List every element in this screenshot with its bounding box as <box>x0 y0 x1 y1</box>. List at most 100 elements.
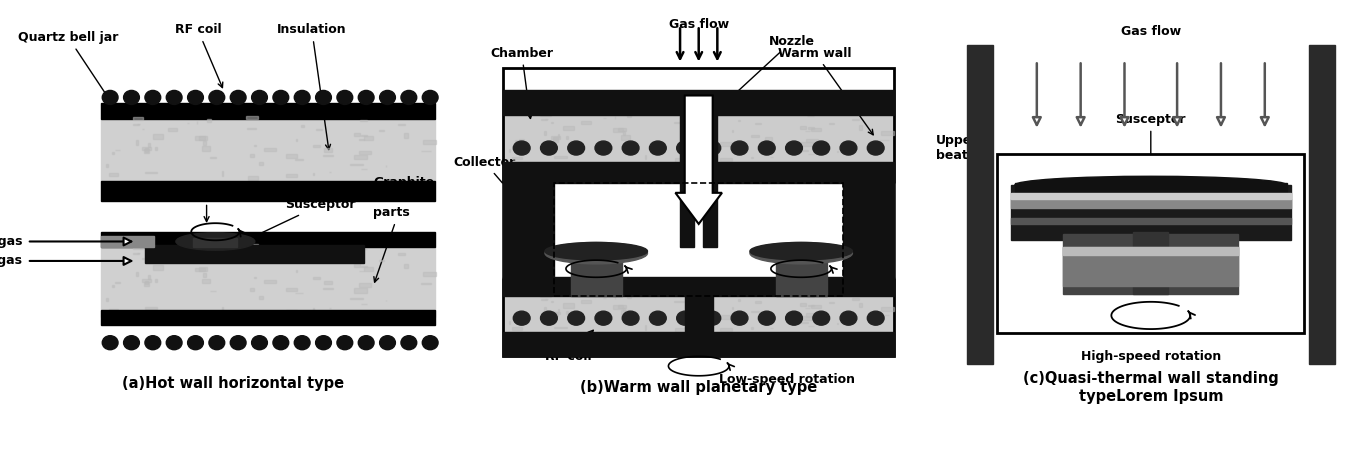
Bar <box>351 164 363 165</box>
Bar <box>136 140 138 145</box>
Circle shape <box>273 90 289 104</box>
Bar <box>101 247 434 317</box>
Bar <box>555 183 843 296</box>
Bar <box>630 145 637 146</box>
Circle shape <box>188 90 203 104</box>
Bar <box>515 315 518 317</box>
Circle shape <box>123 336 140 350</box>
Bar <box>203 273 206 277</box>
Text: Collector: Collector <box>453 156 529 213</box>
Bar <box>673 293 686 296</box>
Bar <box>142 279 151 282</box>
Bar <box>806 139 818 142</box>
Circle shape <box>337 336 352 350</box>
Bar <box>378 260 384 261</box>
Circle shape <box>567 141 585 155</box>
Circle shape <box>867 311 884 325</box>
Bar <box>201 146 211 151</box>
Circle shape <box>840 311 856 325</box>
Bar <box>852 299 859 300</box>
Circle shape <box>359 90 374 104</box>
Bar <box>1011 185 1291 240</box>
Bar <box>248 312 259 316</box>
Bar <box>566 136 569 139</box>
Bar <box>764 137 773 141</box>
Bar <box>153 265 163 269</box>
Bar <box>133 117 142 120</box>
Bar <box>255 145 256 146</box>
Bar <box>806 313 818 317</box>
Bar <box>110 309 118 311</box>
Circle shape <box>812 141 830 155</box>
Bar <box>551 122 553 123</box>
Bar <box>563 303 574 308</box>
Bar <box>353 289 367 293</box>
Bar <box>286 288 297 291</box>
Bar <box>800 304 806 306</box>
Bar <box>301 125 304 127</box>
Circle shape <box>123 90 140 104</box>
Circle shape <box>295 336 310 350</box>
Bar <box>512 157 522 159</box>
Bar <box>519 139 523 140</box>
Bar <box>764 312 773 316</box>
Bar <box>682 311 685 312</box>
Bar <box>540 293 551 297</box>
Bar <box>737 299 740 300</box>
Bar <box>807 296 814 297</box>
Bar <box>859 303 862 307</box>
Circle shape <box>230 336 247 350</box>
Bar <box>399 124 406 125</box>
Bar <box>1011 218 1291 224</box>
Text: (a)Hot wall horizontal type: (a)Hot wall horizontal type <box>122 376 344 391</box>
Text: Gas flow: Gas flow <box>1121 26 1181 38</box>
Bar <box>800 142 814 147</box>
Bar <box>503 162 895 183</box>
Circle shape <box>567 311 585 325</box>
Bar <box>675 158 686 163</box>
Circle shape <box>732 311 748 325</box>
Bar <box>203 141 206 145</box>
Bar <box>540 113 551 116</box>
Bar <box>645 325 647 330</box>
Bar <box>325 148 332 152</box>
Circle shape <box>379 90 396 104</box>
Bar <box>881 307 895 311</box>
Bar <box>811 128 821 131</box>
Bar <box>680 104 695 247</box>
Circle shape <box>514 141 530 155</box>
Bar <box>247 116 258 120</box>
Bar <box>222 307 223 311</box>
Circle shape <box>359 336 374 350</box>
Bar <box>316 129 322 130</box>
Bar <box>247 257 256 259</box>
Circle shape <box>785 311 803 325</box>
Bar <box>775 257 826 296</box>
Bar <box>259 162 263 164</box>
Bar <box>323 288 333 289</box>
Bar <box>541 119 547 120</box>
Circle shape <box>677 311 693 325</box>
Bar <box>378 130 384 131</box>
Bar <box>581 121 592 125</box>
Bar <box>111 152 115 154</box>
Bar <box>247 245 258 248</box>
Circle shape <box>166 90 182 104</box>
Bar <box>503 296 895 333</box>
Bar <box>645 155 647 159</box>
Bar <box>360 135 367 136</box>
Bar <box>207 248 211 251</box>
Bar <box>199 136 207 140</box>
Bar <box>967 45 993 364</box>
Text: Susceptor: Susceptor <box>245 198 356 240</box>
Text: Susceptor: Susceptor <box>1115 113 1186 177</box>
Text: Lower
heater: Lower heater <box>1197 207 1263 271</box>
Circle shape <box>188 336 203 350</box>
Bar <box>353 264 360 267</box>
Bar <box>259 296 263 299</box>
Text: (b)Warm wall planetary type: (b)Warm wall planetary type <box>580 380 818 395</box>
Bar <box>312 277 321 278</box>
Circle shape <box>103 336 118 350</box>
Circle shape <box>649 311 666 325</box>
Bar <box>144 282 149 286</box>
